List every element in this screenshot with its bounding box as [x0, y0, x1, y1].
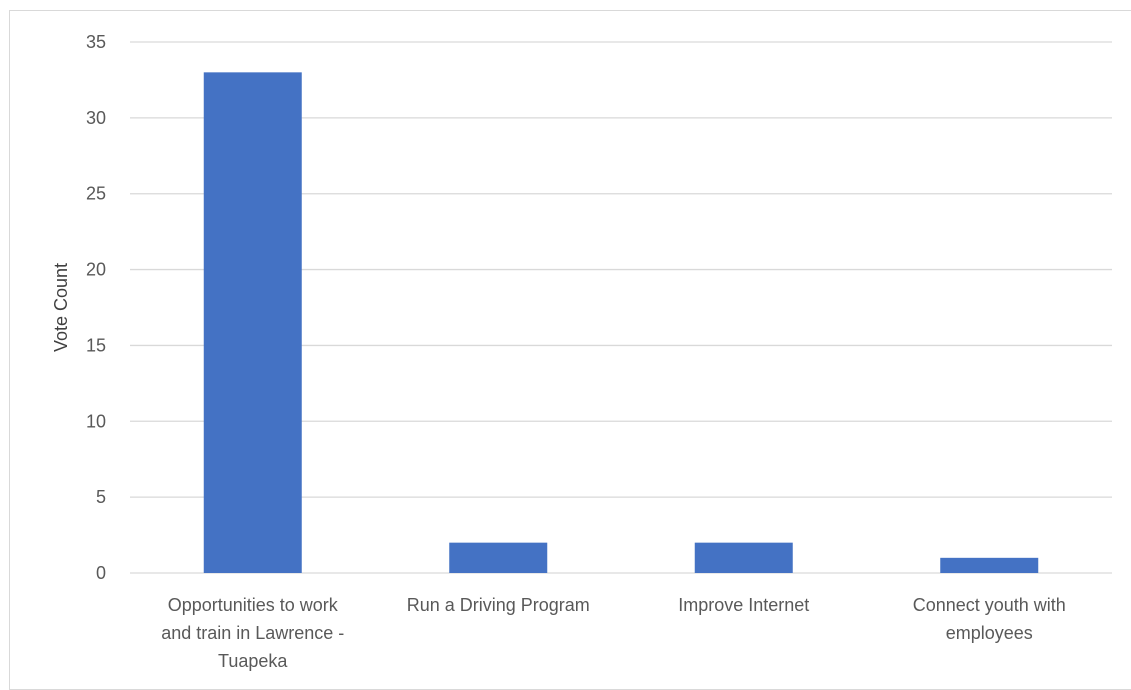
y-tick-label: 10	[86, 411, 106, 431]
chart-frame	[9, 10, 1131, 690]
y-tick-label: 0	[96, 563, 106, 583]
x-tick-label-line: Connect youth with	[913, 595, 1066, 615]
x-axis-ticks: Opportunities to work and train in Lawren…	[161, 595, 1066, 671]
x-tick-label-line: Tuapeka	[218, 651, 288, 671]
bar	[449, 542, 548, 573]
x-tick-label: Improve Internet	[678, 595, 809, 615]
y-tick-label: 30	[86, 108, 106, 128]
y-tick-label: 35	[86, 32, 106, 52]
x-tick-label: Opportunities to work and train in Lawren…	[161, 595, 344, 671]
x-tick-label: Run a Driving Program	[407, 595, 590, 615]
bar	[203, 72, 302, 573]
y-tick-label: 20	[86, 260, 106, 280]
x-tick-label-line: employees	[946, 623, 1033, 643]
y-axis-title: Vote Count	[51, 263, 71, 352]
x-tick-label-line: Opportunities to work	[168, 595, 339, 615]
x-tick-label-line: Improve Internet	[678, 595, 809, 615]
bar	[940, 557, 1039, 573]
y-tick-label: 25	[86, 184, 106, 204]
y-axis-ticks: 0 5 10 15 20 25 30 35	[86, 32, 106, 583]
x-tick-label: Connect youth with employees	[913, 595, 1066, 643]
y-tick-label: 15	[86, 335, 106, 355]
bar	[694, 542, 793, 573]
x-tick-label-line: and train in Lawrence -	[161, 623, 344, 643]
x-tick-label-line: Run a Driving Program	[407, 595, 590, 615]
bars	[203, 72, 1039, 573]
y-tick-label: 5	[96, 487, 106, 507]
